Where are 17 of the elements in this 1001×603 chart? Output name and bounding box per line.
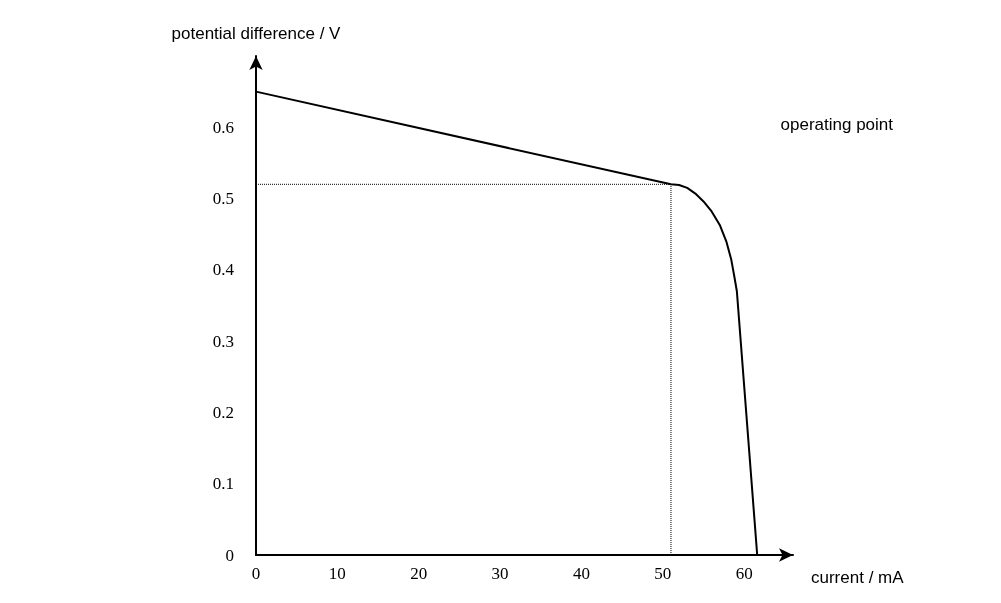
x-tick-label: 20	[410, 564, 428, 583]
y-tick-label: 0.6	[212, 117, 234, 137]
y-tick-label: 0.2	[212, 402, 234, 422]
y-tick-label: 0.4	[212, 260, 235, 280]
x-tick-label: 60	[735, 564, 753, 583]
y-tick-label: 0.1	[212, 474, 234, 494]
y-tick-label: 0.5	[212, 189, 234, 209]
x-tick-label: 10	[328, 564, 346, 583]
x-tick-label: 50	[654, 564, 672, 583]
x-tick-label: 40	[572, 564, 590, 583]
x-axis-title: current / mA	[811, 568, 905, 587]
y-axis-title: potential difference / V	[171, 24, 342, 43]
x-tick-label: 0	[251, 564, 261, 583]
y-tick-label: 0	[225, 545, 234, 565]
y-tick-label: 0.3	[212, 331, 234, 351]
x-tick-label: 30	[491, 564, 509, 583]
annotation: operating point	[780, 115, 894, 134]
